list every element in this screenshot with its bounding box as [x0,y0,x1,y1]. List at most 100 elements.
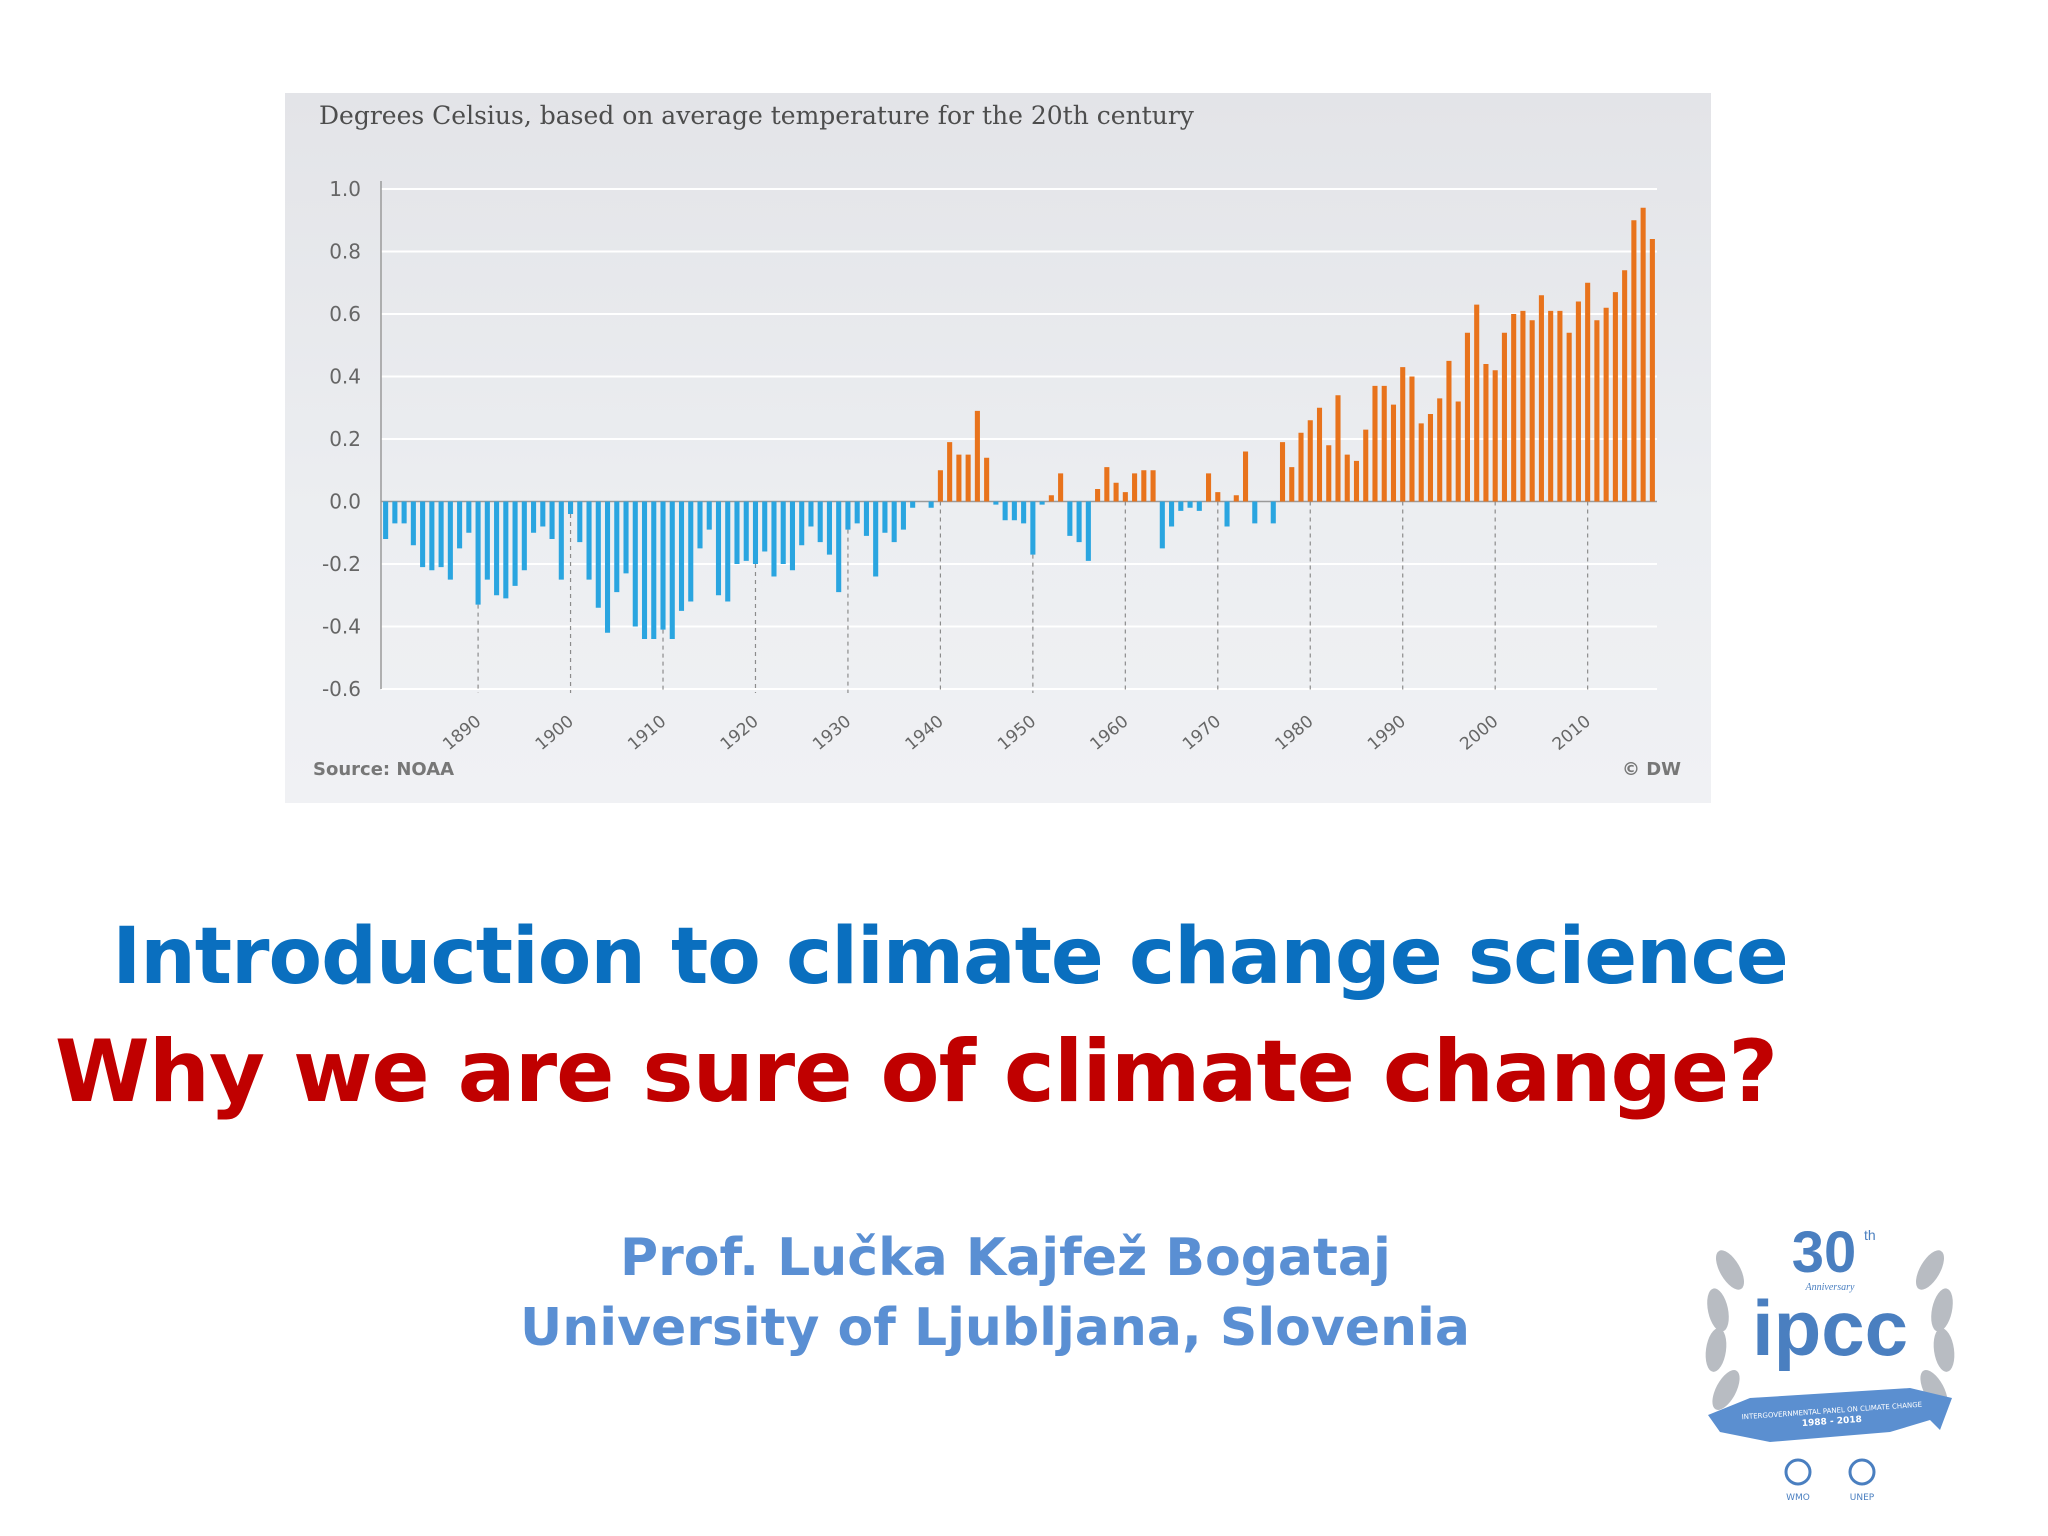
x-tick-label: 1920 [717,712,763,755]
anomaly-bar [512,501,518,586]
anomaly-bar [1363,429,1369,502]
anomaly-bar [1002,501,1008,521]
anomaly-bar [725,501,731,602]
anomaly-bar [1409,376,1415,502]
anomaly-bar [466,501,472,533]
logo-caption: Anniversary [1805,1282,1855,1293]
ribbon-banner-icon [1708,1388,1952,1442]
anomaly-bar [1649,239,1655,502]
anomaly-bar [651,501,657,639]
anomaly-bar [604,501,611,633]
anomaly-bar [521,501,527,571]
x-tick-label: 2010 [1549,712,1595,755]
anomaly-bar [531,501,537,533]
anomaly-bar [457,501,463,549]
anomaly-bar [1215,492,1221,502]
anomaly-bar [1021,501,1027,524]
author-affiliation: University of Ljubljana, Slovenia [520,1298,1470,1358]
anomaly-bar [826,501,832,555]
anomaly-bar [1233,495,1239,502]
anomaly-bar [1492,370,1498,502]
anomaly-bar [1252,501,1258,524]
anomaly-bar [632,501,638,627]
anomaly-bar [891,501,897,543]
logo-name: ipcc [1752,1284,1908,1372]
anomaly-bar [965,454,971,502]
anomaly-bar [568,501,574,514]
anomaly-bar [1353,460,1360,502]
logo-superscript: th [1864,1227,1876,1243]
anomaly-bar [873,501,879,577]
anomaly-bar [484,501,490,580]
x-tick-label: 1980 [1271,712,1317,755]
anomaly-bar [1076,501,1082,543]
anomaly-bar [1242,451,1249,502]
anomaly-bar [808,501,814,527]
anomaly-bar [420,501,426,568]
anomaly-bar [1511,314,1517,502]
anomaly-bar [882,501,888,533]
anomaly-bar [947,442,953,502]
anomaly-bar [577,501,583,543]
anomaly-bar [1132,473,1138,502]
anomaly-bar [1594,320,1600,502]
anomaly-bar [1039,501,1045,505]
anomaly-bar [974,410,980,502]
anomaly-bar [1298,432,1304,502]
anomaly-bar [984,457,990,502]
anomaly-bar [1575,301,1581,502]
anomaly-bar [752,501,759,564]
anomaly-bar [614,501,620,593]
laurel-wreath-icon [1705,1250,1955,1410]
anomaly-bar [586,501,592,580]
chart-title: Degrees Celsius, based on average temper… [319,101,1195,130]
x-tick-label: 1900 [532,712,578,755]
anomaly-bar [1548,310,1554,502]
anomaly-bar [623,501,629,574]
anomaly-bar [771,501,777,577]
y-tick-label: -0.2 [322,552,361,576]
anomaly-bar [1085,501,1091,561]
anomaly-bar [743,501,749,561]
anomaly-bar [845,501,851,530]
anomaly-bar [1169,501,1175,527]
temperature-anomaly-chart: Degrees Celsius, based on average temper… [313,101,1681,780]
anomaly-bar [1030,501,1036,555]
x-tick-label: 2000 [1456,712,1502,755]
anomaly-bar [1196,501,1202,511]
y-tick-label: 0.8 [329,240,361,264]
anomaly-bar [1501,332,1507,502]
anomaly-bar [706,501,712,530]
anomaly-bar [1483,364,1489,502]
anomaly-bar [1289,467,1295,502]
y-tick-label: 0.6 [329,302,361,326]
ipcc-30th-anniversary-logo: 30 th Anniversary ipcc INTERGOVERNMENTAL… [1705,1220,1955,1503]
anomaly-bar [1474,304,1480,502]
anomaly-bar [503,501,509,599]
anomaly-bar [1381,385,1387,502]
wmo-emblem-icon [1784,1458,1812,1486]
anomaly-bar [494,501,500,596]
logo-wmo-label: WMO [1786,1493,1810,1503]
anomaly-bar [1279,442,1286,502]
anomaly-bar [1640,207,1646,502]
anomaly-bar [1058,473,1064,502]
anomaly-bar [956,454,962,502]
anomaly-bar [762,501,768,552]
anomaly-bar [1455,401,1461,502]
anomaly-bar [715,501,722,596]
x-tick-label: 1890 [439,712,485,755]
anomaly-bar [1224,501,1230,527]
anomaly-bar [1113,482,1119,502]
y-tick-label: -0.4 [322,615,361,639]
anomaly-bar [438,501,444,568]
x-tick-label: 1960 [1087,712,1133,755]
anomaly-bar [669,501,675,639]
anomaly-bar [817,501,823,543]
anomaly-bar [1427,414,1434,502]
anomaly-bar [1631,220,1637,502]
y-tick-label: 0.2 [329,427,361,451]
anomaly-bar [1122,492,1128,502]
anomaly-bar [1206,473,1212,502]
anomaly-bar [1557,310,1563,502]
